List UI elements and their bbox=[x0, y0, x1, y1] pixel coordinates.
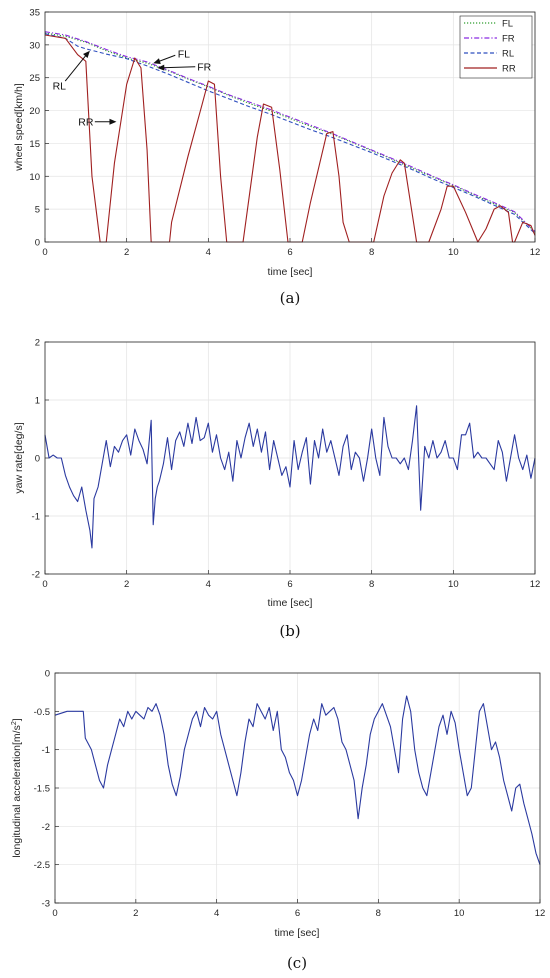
y-tick-label: 30 bbox=[29, 40, 40, 51]
x-tick-label: 0 bbox=[42, 247, 47, 258]
arrowhead-rl bbox=[83, 50, 90, 59]
x-tick-label: 8 bbox=[376, 908, 381, 919]
x-tick-label: 4 bbox=[206, 247, 211, 258]
y-axis-label-c: longitudinal acceleration[m/s2] bbox=[11, 718, 23, 857]
arrowhead-rr bbox=[109, 118, 117, 125]
y-tick-label: -3 bbox=[42, 899, 50, 910]
y-tick-label: -2 bbox=[32, 570, 40, 581]
panel-label-b: (b) bbox=[279, 622, 300, 640]
x-tick-label: 10 bbox=[454, 908, 465, 919]
y-axis-label-a: wheel speed[km/h] bbox=[13, 83, 25, 172]
annotation-label-fl: FL bbox=[178, 48, 190, 60]
annotation-label-rr: RR bbox=[78, 117, 94, 129]
x-tick-label: 0 bbox=[42, 579, 47, 590]
x-tick-label: 2 bbox=[124, 247, 129, 258]
y-axis-label-c-main: longitudinal acceleration[m/s bbox=[11, 725, 23, 858]
y-axis-label-c-sup: 2 bbox=[11, 721, 18, 725]
y-tick-label: 35 bbox=[29, 8, 40, 19]
x-axis-label-c: time [sec] bbox=[275, 927, 320, 939]
y-tick-label: -1.5 bbox=[34, 784, 50, 795]
y-tick-label: 20 bbox=[29, 106, 40, 117]
y-tick-label: 0 bbox=[35, 454, 40, 465]
y-tick-label: -2 bbox=[42, 822, 50, 833]
y-tick-label: -1 bbox=[42, 745, 50, 756]
legend-label-rl: RL bbox=[502, 49, 514, 60]
x-tick-label: 8 bbox=[369, 579, 374, 590]
x-tick-label: 2 bbox=[133, 908, 138, 919]
annotation-label-rl: RL bbox=[53, 81, 67, 93]
legend-label-fr: FR bbox=[502, 34, 515, 45]
y-tick-label: 0 bbox=[35, 238, 40, 249]
series-line-c0 bbox=[54, 695, 541, 865]
x-axis-label-a: time [sec] bbox=[268, 266, 313, 278]
legend-label-rr: RR bbox=[502, 64, 516, 75]
series-line-b0 bbox=[44, 405, 536, 549]
panel-c: 0 2 4 6 8 10 12-3-2.5-2-1.5-1-0.50 time [sec] … bbox=[11, 669, 545, 973]
legend-label-fl: FL bbox=[502, 19, 513, 30]
x-tick-label: 10 bbox=[448, 579, 459, 590]
x-tick-label: 2 bbox=[124, 579, 129, 590]
x-tick-label: 4 bbox=[214, 908, 219, 919]
annotation-label-fr: FR bbox=[197, 62, 211, 74]
series-line-fr bbox=[44, 31, 536, 232]
x-tick-label: 6 bbox=[287, 247, 292, 258]
y-tick-label: 1 bbox=[35, 396, 40, 407]
y-tick-label: 5 bbox=[35, 205, 40, 216]
y-tick-label: 2 bbox=[35, 338, 40, 349]
y-tick-label: -2.5 bbox=[34, 860, 50, 871]
panel-label-a: (a) bbox=[280, 289, 301, 307]
y-tick-label: 15 bbox=[29, 139, 40, 150]
arrowhead-fl bbox=[153, 58, 161, 64]
y-axis-label-b: yaw rate[deg/s] bbox=[13, 422, 25, 493]
y-tick-label: 0 bbox=[45, 669, 50, 680]
legend-a: FL FR RL RR bbox=[459, 15, 533, 79]
y-tick-label: 25 bbox=[29, 73, 40, 84]
annotation-arrow-fr bbox=[162, 66, 196, 69]
series-line-rl bbox=[44, 33, 536, 234]
y-tick-label: -0.5 bbox=[34, 707, 50, 718]
x-tick-label: 8 bbox=[369, 247, 374, 258]
arrowhead-fr bbox=[157, 64, 165, 71]
x-tick-label: 12 bbox=[530, 579, 541, 590]
annotation-arrow-fl bbox=[157, 54, 176, 63]
y-axis-label-c-end: ] bbox=[11, 718, 23, 721]
x-tick-label: 12 bbox=[530, 247, 541, 258]
panel-a: 0 2 4 6 8 10 12 0 5 10 15 20 25 30 35 time [sec] wheel… bbox=[13, 8, 540, 308]
x-axis-label-b: time [sec] bbox=[268, 597, 313, 609]
x-tick-label: 4 bbox=[206, 579, 211, 590]
x-tick-label: 6 bbox=[295, 908, 300, 919]
y-tick-label: -1 bbox=[32, 512, 40, 523]
y-tick-label: 10 bbox=[29, 172, 40, 183]
annotation-arrow-rl bbox=[64, 54, 88, 82]
panel-label-c: (c) bbox=[287, 954, 307, 972]
x-tick-label: 0 bbox=[52, 908, 57, 919]
x-tick-label: 6 bbox=[287, 579, 292, 590]
x-tick-label: 12 bbox=[535, 908, 546, 919]
x-tick-label: 10 bbox=[448, 247, 459, 258]
